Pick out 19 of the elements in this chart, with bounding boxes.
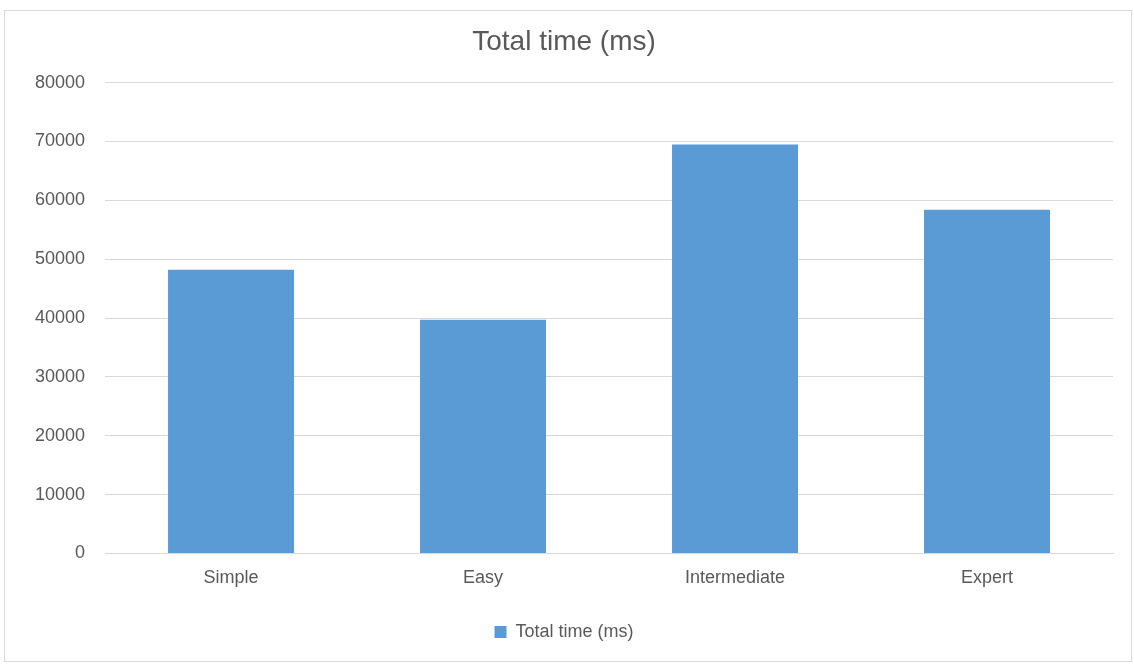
- y-tick-label: 50000: [34, 248, 86, 269]
- x-tick-label: Easy: [463, 567, 504, 588]
- legend-label: Total time (ms): [515, 620, 634, 641]
- x-tick-label: Simple: [203, 567, 259, 588]
- bar: [924, 209, 1050, 553]
- x-tick-label: Expert: [960, 567, 1014, 588]
- y-tick-label: 20000: [34, 424, 86, 445]
- chart-title: Total time (ms): [472, 24, 656, 56]
- bar: [672, 144, 799, 553]
- y-tick-label: 60000: [34, 189, 86, 210]
- bar: [168, 269, 295, 553]
- y-tick-label: 70000: [34, 130, 86, 151]
- y-tick-label: 10000: [34, 483, 86, 504]
- y-tick-label: 40000: [34, 306, 86, 327]
- x-tick-label: Intermediate: [684, 567, 786, 588]
- y-tick-label: 30000: [34, 365, 86, 386]
- y-tick-label: 80000: [34, 71, 86, 92]
- y-tick-label: 0: [75, 542, 86, 563]
- bar: [420, 319, 547, 553]
